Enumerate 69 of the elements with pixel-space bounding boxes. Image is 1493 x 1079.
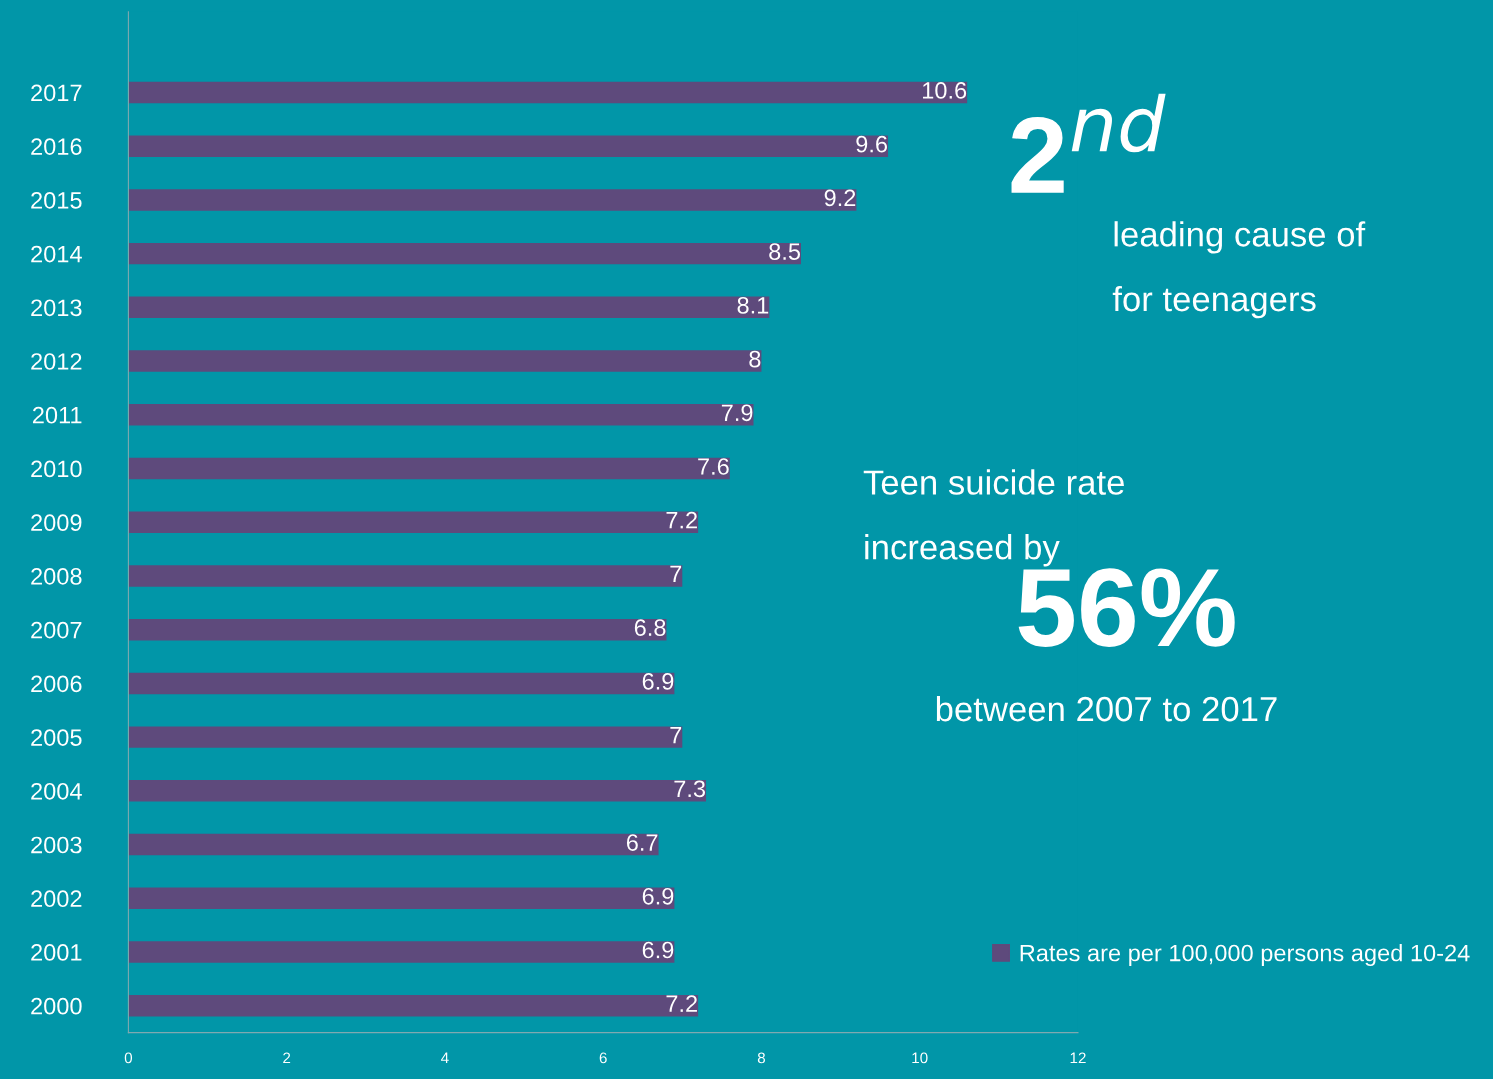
data-label: 8 — [749, 350, 761, 368]
y-tick-label: 2007 — [31, 621, 82, 639]
bar — [128, 672, 675, 695]
y-tick-label: 2016 — [31, 138, 82, 155]
data-label: 8.5 — [769, 243, 801, 260]
x-tick-label: 2 — [283, 1052, 291, 1064]
x-tick-label: 0 — [124, 1052, 133, 1064]
data-label: 7 — [670, 565, 682, 583]
y-tick-label: 2008 — [31, 568, 82, 585]
y-tick-label: 2013 — [31, 299, 82, 317]
annotation: increased by — [865, 534, 1060, 567]
data-label: 10.6 — [923, 82, 967, 99]
text: for teenagers — [1112, 285, 1316, 319]
y-tick-label: 2009 — [31, 514, 82, 532]
data-label: 7.2 — [666, 995, 697, 1012]
x-tick-label: 12 — [1070, 1052, 1086, 1064]
bar — [128, 995, 699, 1017]
annotation: 56% — [1018, 568, 1235, 648]
data-label: 7.2 — [666, 511, 697, 529]
bar — [128, 941, 675, 963]
bar — [128, 833, 659, 856]
data-label: 6.9 — [642, 941, 674, 959]
bar — [128, 404, 754, 426]
y-tick-label: 2012 — [31, 353, 82, 370]
bar — [128, 565, 683, 587]
y-tick-label: 2017 — [31, 84, 82, 102]
x-tick-label: 8 — [757, 1052, 766, 1064]
y-tick-label: 2010 — [31, 460, 82, 478]
y-tick-label: 2015 — [31, 191, 82, 209]
x-tick-label: 4 — [441, 1052, 449, 1064]
data-label: 7 — [670, 726, 682, 744]
bar — [128, 457, 730, 480]
x-tick-label: 6 — [599, 1052, 607, 1064]
data-label: 7.3 — [674, 780, 705, 798]
data-label: 6.7 — [626, 834, 658, 851]
y-tick-label: 2006 — [31, 675, 82, 693]
bar — [128, 81, 968, 104]
data-label: 8.1 — [737, 296, 769, 314]
text: leading cause of — [1114, 221, 1366, 254]
data-label: 6.8 — [634, 619, 666, 637]
annotation: between 2007 to 2017 — [936, 695, 1277, 722]
data-label: 9.6 — [856, 135, 887, 153]
data-label: 6.9 — [642, 673, 674, 690]
x-tick-label: 10 — [912, 1052, 928, 1064]
annotation: Teen suicide rate — [863, 469, 1124, 495]
y-tick-label: 2014 — [31, 245, 82, 263]
bar — [128, 780, 707, 802]
bar — [128, 511, 699, 533]
legend-label: Rates are per 100,000 persons aged 10-24 — [1020, 944, 1470, 967]
y-tick-label: 2005 — [31, 729, 82, 746]
bar — [128, 726, 683, 748]
data-label: 9.2 — [824, 189, 856, 207]
data-label: 7.9 — [721, 404, 753, 422]
bar — [128, 296, 770, 319]
data-label: 6.9 — [642, 887, 674, 905]
bar — [128, 618, 667, 641]
bar — [128, 242, 801, 265]
y-tick-label: 2001 — [31, 944, 82, 961]
y-tick-label: 2003 — [31, 836, 82, 854]
annotation: 2$^{nd}$ — [1011, 93, 1166, 193]
y-tick-label: 2000 — [31, 997, 82, 1015]
y-tick-label: 2011 — [32, 406, 82, 424]
bar — [128, 189, 857, 211]
data-label: 7.6 — [698, 458, 729, 475]
bar — [128, 887, 675, 910]
bar — [128, 350, 762, 372]
y-tick-label: 2002 — [31, 890, 82, 908]
y-tick-label: 2004 — [31, 782, 82, 800]
bar — [128, 135, 889, 157]
